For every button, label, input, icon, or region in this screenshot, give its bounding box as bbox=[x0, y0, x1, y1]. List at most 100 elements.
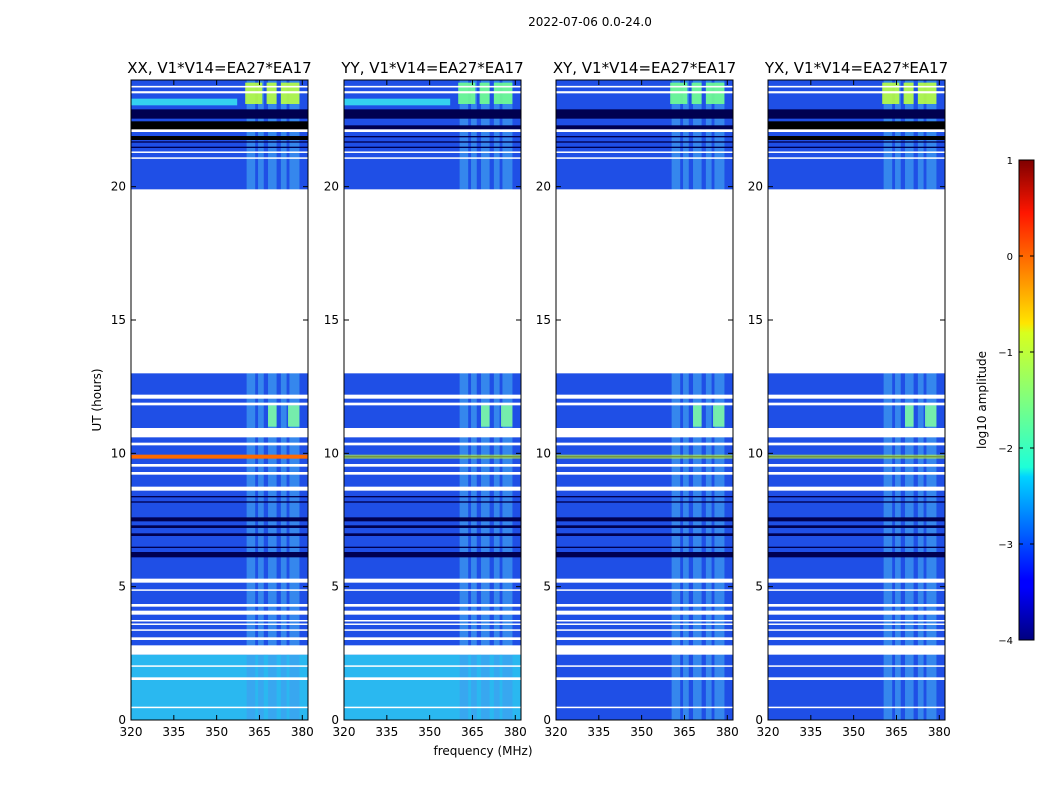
data-gap bbox=[131, 637, 308, 640]
data-gap bbox=[131, 578, 308, 583]
x-tick-label: 320 bbox=[120, 725, 143, 739]
data-gap bbox=[344, 157, 521, 159]
flagged-dark-row bbox=[556, 533, 733, 536]
y-axis-label: UT (hours) bbox=[90, 368, 104, 431]
data-gap bbox=[344, 442, 521, 446]
flagged-dark-row bbox=[768, 546, 945, 548]
data-gap bbox=[556, 472, 733, 475]
flagged-black-block bbox=[131, 136, 308, 140]
rfi-column bbox=[917, 80, 924, 720]
data-gap bbox=[344, 486, 521, 491]
flagged-dark-row bbox=[556, 525, 733, 528]
rfi-burst bbox=[713, 405, 725, 427]
rfi-column bbox=[493, 80, 500, 720]
data-gap bbox=[768, 604, 945, 607]
data-gap bbox=[344, 637, 521, 640]
data-gap bbox=[344, 85, 521, 88]
data-gap bbox=[344, 151, 521, 153]
flagged-dark-row bbox=[768, 496, 945, 498]
flagged-dark-row bbox=[556, 141, 733, 143]
data-gap bbox=[768, 629, 945, 631]
flagged-black-block bbox=[768, 136, 945, 140]
data-gap bbox=[344, 629, 521, 631]
panel-xy: XY, V1*V14=EA27*EA17 320 335 350 365 380 0 5 10 1… bbox=[536, 59, 739, 739]
rfi-column bbox=[905, 80, 914, 720]
data-gap bbox=[768, 589, 945, 591]
data-gap bbox=[768, 402, 945, 406]
data-gap bbox=[131, 151, 308, 153]
data-gap bbox=[768, 442, 945, 446]
data-gap bbox=[556, 428, 733, 438]
data-gap bbox=[768, 428, 945, 438]
x-tick-label: 380 bbox=[291, 725, 314, 739]
data-gap bbox=[768, 486, 945, 491]
data-gap bbox=[131, 665, 308, 667]
x-tick-label: 365 bbox=[885, 725, 908, 739]
rfi-burst bbox=[905, 405, 914, 427]
flagged-dark-row bbox=[768, 109, 945, 119]
data-gap bbox=[556, 604, 733, 607]
flagged-dark-row bbox=[344, 125, 521, 130]
rfi-column bbox=[895, 80, 901, 720]
y-tick-label: 0 bbox=[543, 713, 551, 727]
flagged-black-block bbox=[768, 121, 945, 132]
data-gap bbox=[556, 189, 733, 374]
flagged-dark-row bbox=[344, 552, 521, 558]
data-gap bbox=[768, 623, 945, 625]
data-gap bbox=[131, 189, 308, 374]
data-gap bbox=[344, 604, 521, 607]
x-tick-label: 335 bbox=[375, 725, 398, 739]
x-tick-label: 365 bbox=[248, 725, 271, 739]
data-gap bbox=[556, 706, 733, 709]
flagged-dark-row bbox=[768, 141, 945, 143]
data-gap bbox=[556, 645, 733, 655]
data-gap bbox=[556, 91, 733, 94]
data-gap bbox=[556, 442, 733, 446]
y-tick-label: 10 bbox=[536, 446, 551, 460]
data-gap bbox=[556, 394, 733, 399]
flagged-dark-row bbox=[768, 501, 945, 503]
panel-title: YX, V1*V14=EA27*EA17 bbox=[764, 59, 948, 77]
flagged-dark-row bbox=[344, 533, 521, 536]
flagged-dark-row bbox=[344, 146, 521, 148]
flagged-dark-row bbox=[556, 501, 733, 503]
rfi-column bbox=[280, 80, 287, 720]
data-gap bbox=[556, 578, 733, 583]
figure-suptitle: 2022-07-06 0.0-24.0 bbox=[528, 15, 652, 29]
y-tick-label: 0 bbox=[118, 713, 126, 727]
flagged-dark-row bbox=[556, 546, 733, 548]
high-ut-emission bbox=[131, 98, 238, 106]
panel-title: XY, V1*V14=EA27*EA17 bbox=[553, 59, 736, 77]
x-tick-label: 365 bbox=[461, 725, 484, 739]
y-tick-label: 10 bbox=[111, 446, 126, 460]
colorbar-tick-label: −2 bbox=[998, 444, 1013, 455]
emission-row bbox=[768, 454, 945, 459]
data-gap bbox=[131, 85, 308, 88]
data-gap bbox=[131, 91, 308, 94]
y-tick-label: 5 bbox=[543, 580, 551, 594]
panel-title: XX, V1*V14=EA27*EA17 bbox=[127, 59, 311, 77]
colorbar-tick-label: −3 bbox=[998, 540, 1013, 551]
flagged-dark-row bbox=[556, 125, 733, 130]
data-gap bbox=[344, 402, 521, 406]
data-gap bbox=[131, 402, 308, 406]
y-tick-label: 20 bbox=[111, 180, 126, 194]
x-tick-label: 350 bbox=[842, 725, 865, 739]
data-gap bbox=[131, 645, 308, 655]
y-tick-label: 0 bbox=[755, 713, 763, 727]
colorbar-tick-label: −4 bbox=[998, 636, 1013, 647]
x-tick-label: 320 bbox=[545, 725, 568, 739]
x-tick-label: 380 bbox=[504, 725, 527, 739]
data-gap bbox=[344, 677, 521, 680]
data-gap bbox=[344, 623, 521, 625]
flagged-dark-row bbox=[131, 141, 308, 143]
data-gap bbox=[131, 610, 308, 615]
rfi-column bbox=[926, 80, 937, 720]
data-gap bbox=[131, 157, 308, 159]
data-gap bbox=[768, 665, 945, 667]
data-gap bbox=[344, 706, 521, 709]
x-tick-label: 335 bbox=[799, 725, 822, 739]
panel-frame bbox=[130, 79, 309, 721]
flagged-dark-row bbox=[344, 501, 521, 503]
